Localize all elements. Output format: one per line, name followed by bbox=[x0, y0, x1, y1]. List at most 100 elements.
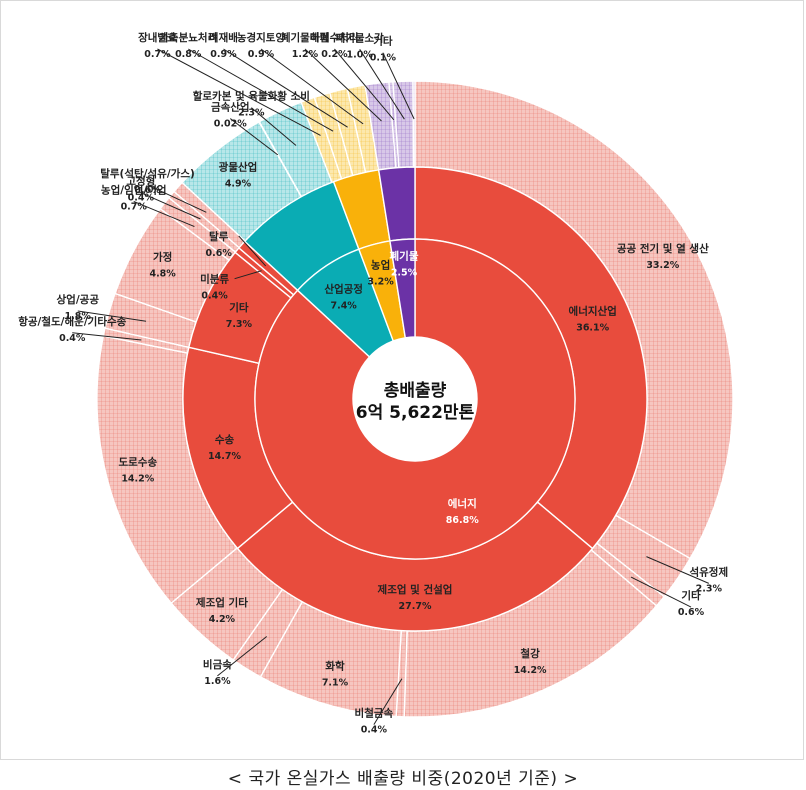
outer-label-4-name: 비철금속 bbox=[355, 707, 394, 720]
outer-label-15-name: 광물산업 bbox=[219, 160, 258, 173]
outer-label-18-value: 0.7% bbox=[144, 49, 171, 60]
outer-leader-21 bbox=[260, 48, 364, 125]
leader-lines bbox=[72, 48, 709, 725]
outer-leader-13 bbox=[140, 192, 201, 220]
outer-label-19-value: 0.8% bbox=[175, 49, 202, 60]
middle-leader-5 bbox=[238, 235, 267, 267]
outer-label-9-name: 항공/철도/해운/기타수송 bbox=[18, 315, 126, 328]
outer-label-13-name: 고정형 bbox=[126, 175, 155, 188]
sunburst-chart: 총배출량 6억 5,622만톤 에너지 86.8% 산업공정 7.4% 농업 3.2% 폐기… bbox=[18, 31, 734, 736]
middle-label-4-name: 미분류 bbox=[200, 273, 229, 286]
outer-label-17-name: 할로카본 및 육불화황 소비 bbox=[193, 90, 310, 103]
outer-label-1-name: 석유정제 bbox=[689, 565, 728, 578]
middle-label-0-value: 36.1% bbox=[576, 322, 609, 333]
middle-label-1-name: 제조업 및 건설업 bbox=[378, 583, 453, 596]
outer-leader-14 bbox=[147, 184, 207, 213]
outer-leader-16 bbox=[229, 118, 279, 156]
outer-label-0-name: 공공 전기 및 열 생산 bbox=[617, 242, 709, 255]
inner-label-3-value: 2.5% bbox=[391, 267, 418, 278]
middle-label-4-value: 0.4% bbox=[201, 291, 228, 302]
middle-leader-4 bbox=[234, 270, 262, 280]
outer-label-7-name: 제조업 기타 bbox=[196, 596, 248, 609]
outer-leader-25 bbox=[382, 52, 415, 120]
outer-leader-18 bbox=[157, 48, 321, 136]
outer-label-19-name: 가축분뇨처리 bbox=[159, 31, 217, 44]
outer-label-7-value: 4.2% bbox=[209, 614, 236, 625]
center-hole bbox=[353, 337, 477, 461]
outer-label-25-name: 기타 bbox=[373, 35, 393, 48]
outer-label-22-name: 폐기물매립 bbox=[281, 31, 329, 44]
outer-label-20-name: 벼재배 bbox=[209, 31, 238, 44]
outer-label-10-value: 1.8% bbox=[65, 311, 92, 322]
outer-leader-2 bbox=[630, 576, 692, 608]
middle-label-2-value: 14.7% bbox=[208, 451, 241, 462]
outer-leader-17 bbox=[251, 107, 297, 146]
center-value: 6억 5,622만톤 bbox=[356, 403, 475, 423]
outer-label-3-name: 철강 bbox=[520, 647, 540, 660]
outer-leader-12 bbox=[133, 200, 195, 228]
outer-label-6-name: 비금속 bbox=[203, 658, 232, 671]
outer-label-12-value: 0.7% bbox=[121, 201, 148, 212]
inner-label-2-name: 농업 bbox=[371, 258, 390, 271]
middle-label-1-value: 27.7% bbox=[399, 601, 432, 612]
inner-label-1-value: 7.4% bbox=[330, 301, 357, 312]
outer-label-14-name: 탈루(석탄/석유/가스) bbox=[100, 167, 195, 180]
outer-label-15-value: 4.9% bbox=[225, 178, 252, 189]
middle-label-5-name: 탈루 bbox=[209, 230, 229, 243]
inner-label-0-value: 86.8% bbox=[446, 515, 479, 526]
middle-label-3-name: 기타 bbox=[229, 301, 249, 314]
outer-label-2-value: 0.6% bbox=[678, 607, 705, 618]
outer-label-21-value: 0.9% bbox=[248, 49, 275, 60]
outer-label-11-value: 4.8% bbox=[149, 268, 176, 279]
outer-leader-20 bbox=[223, 48, 348, 128]
outer-leader-6 bbox=[217, 636, 268, 677]
outer-label-16-value: 0.02% bbox=[214, 119, 247, 130]
outer-label-23-value: 0.2% bbox=[321, 49, 348, 60]
outer-leader-24 bbox=[359, 49, 405, 120]
outer-label-4-value: 0.4% bbox=[361, 725, 388, 736]
outer-label-3-value: 14.2% bbox=[514, 665, 547, 676]
outer-label-24-name: 폐기물소각 bbox=[336, 31, 385, 44]
outer-leader-9 bbox=[72, 332, 142, 341]
middle-label-2-name: 수송 bbox=[215, 434, 235, 446]
outer-label-17-value: 2.3% bbox=[238, 108, 265, 119]
middle-label-3-value: 7.3% bbox=[226, 319, 253, 330]
outer-label-8-value: 14.2% bbox=[121, 473, 154, 484]
outer-label-6-value: 1.6% bbox=[204, 676, 231, 687]
outer-label-16-name: 금속산업 bbox=[211, 101, 250, 114]
inner-label-0-name: 에너지 bbox=[448, 497, 477, 510]
center-title: 총배출량 bbox=[384, 381, 447, 401]
outer-leader-23 bbox=[334, 48, 395, 121]
outer-label-9-value: 0.4% bbox=[59, 333, 86, 344]
outer-leader-19 bbox=[188, 48, 334, 132]
outer-label-22-value: 1.2% bbox=[292, 49, 319, 60]
outer-leader-4 bbox=[373, 678, 403, 725]
outer-leader-1 bbox=[646, 556, 709, 584]
outer-label-13-value: 0.4% bbox=[128, 193, 155, 204]
outer-label-20-value: 0.9% bbox=[210, 49, 237, 60]
outer-label-14-value: 0.6% bbox=[134, 185, 161, 196]
outer-label-25-value: 0.1% bbox=[370, 53, 397, 64]
outer-label-12-name: 농업/임업/어업 bbox=[101, 183, 167, 196]
outer-label-11-name: 가정 bbox=[153, 250, 172, 263]
outer-label-10-name: 상업/공공 bbox=[57, 293, 100, 306]
segment-labels: 에너지 86.8% 산업공정 7.4% 농업 3.2% 폐기물 2.5% 에너지산업 36.1% 제… bbox=[18, 31, 728, 736]
outer-segment-25 bbox=[412, 80, 416, 168]
outer-label-5-name: 화학 bbox=[325, 660, 345, 673]
outer-label-23-name: 하폐수처리 bbox=[310, 31, 358, 44]
middle-ring bbox=[182, 166, 648, 632]
outer-leader-22 bbox=[304, 48, 382, 122]
outer-label-1-value: 2.3% bbox=[696, 583, 723, 594]
outer-label-2-name: 기타 bbox=[681, 589, 701, 602]
chart-caption: < 국가 온실가스 배출량 비중(2020년 기준) > bbox=[227, 769, 579, 789]
inner-label-3-name: 폐기물 bbox=[390, 249, 419, 262]
middle-label-5-value: 0.6% bbox=[206, 248, 233, 259]
chart-frame: 총배출량 6억 5,622만톤 에너지 86.8% 산업공정 7.4% 농업 3.2% 폐기… bbox=[0, 0, 804, 760]
outer-leader-10 bbox=[77, 310, 147, 322]
middle-label-0-name: 에너지산업 bbox=[569, 304, 617, 317]
inner-label-1-name: 산업공정 bbox=[324, 283, 363, 296]
outer-label-21-name: 농경지토양 bbox=[237, 31, 286, 44]
outer-label-0-value: 33.2% bbox=[646, 260, 679, 271]
inner-label-2-value: 3.2% bbox=[367, 276, 394, 287]
outer-label-24-value: 1.0% bbox=[347, 49, 374, 60]
